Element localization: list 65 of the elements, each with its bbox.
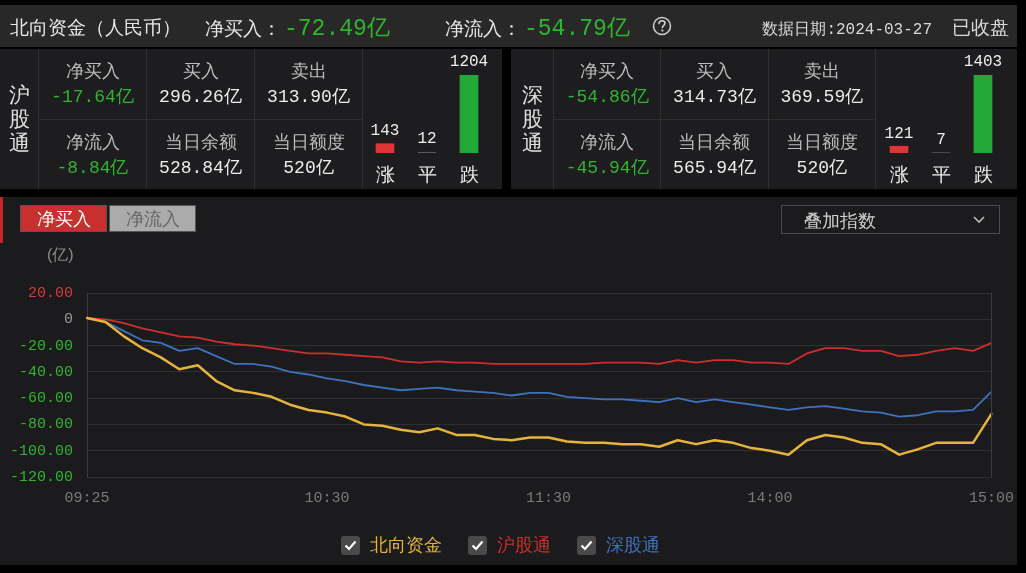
text: 当日额度: [785, 131, 858, 152]
dropdown-field: 叠加指数: [781, 205, 1000, 234]
x-tick-label: 15:00: [968, 489, 1014, 507]
x-tick-label: 跌: [973, 163, 993, 185]
y-tick-label: -100.00: [9, 442, 73, 460]
y-tick-label: -40.00: [18, 363, 73, 381]
text: 314.73亿: [673, 87, 756, 107]
data-label: 1204: [449, 53, 489, 72]
text: -8.84亿: [56, 157, 129, 178]
text: 369.59亿: [780, 87, 864, 107]
x-tick-label: 跌: [459, 163, 479, 185]
text: 520亿: [796, 157, 848, 178]
text: 数据日期:2024-03-27: [762, 20, 932, 40]
text: 净买入: [36, 207, 91, 231]
text: -72.49亿: [284, 15, 390, 43]
y-tick-label: 20.00: [27, 284, 73, 302]
text: 313.90亿: [267, 87, 350, 107]
y-tick-label: -120.00: [9, 468, 73, 486]
text: 北向资金（人民币）: [10, 16, 181, 40]
text: -45.94亿: [565, 157, 649, 178]
text: 卖出: [290, 61, 327, 81]
text: 当日额度: [272, 131, 345, 152]
text: 深股通: [605, 534, 660, 557]
x-tick-label: 平: [931, 163, 951, 185]
text: 565.94亿: [673, 157, 756, 178]
text: 当日余额: [164, 131, 237, 152]
text: 净流入: [65, 131, 120, 152]
text: -54.79亿: [524, 15, 630, 43]
text: 买入: [182, 61, 219, 81]
y-axis-title: (亿): [47, 245, 74, 265]
text: 深股通: [521, 83, 543, 155]
y-tick-label: -80.00: [18, 416, 73, 434]
text: 净买入: [580, 61, 635, 81]
data-label: 143: [370, 121, 400, 140]
text: 520亿: [283, 157, 334, 178]
x-tick-label: 14:00: [747, 489, 793, 507]
x-tick-label: 涨: [889, 163, 909, 185]
text: 北向资金: [369, 534, 442, 557]
text: 296.26亿: [159, 87, 242, 107]
text: 已收盘: [952, 16, 1009, 40]
y-tick-label: 0: [63, 311, 73, 329]
data-label: 12: [417, 130, 437, 149]
text: 净买入: [65, 61, 120, 81]
data-label: 1403: [963, 53, 1003, 72]
text: -17.64亿: [51, 87, 134, 107]
x-tick-label: 10:30: [304, 489, 350, 507]
x-tick-label: 平: [417, 163, 437, 185]
text: 沪股通: [496, 534, 551, 557]
text: 卖出: [803, 61, 840, 81]
text: 528.84亿: [159, 157, 242, 178]
x-tick-label: 09:25: [64, 489, 110, 507]
text: 沪股通: [8, 83, 30, 155]
x-tick-label: 11:30: [525, 489, 571, 507]
text: 净流入: [125, 207, 180, 231]
text: 净流入: [580, 131, 635, 152]
x-tick-label: 涨: [375, 163, 395, 185]
text: 买入: [696, 61, 733, 81]
text: -54.86亿: [565, 87, 649, 107]
text: 当日余额: [678, 131, 751, 152]
y-tick-label: -20.00: [18, 337, 73, 355]
data-label: 121: [884, 124, 914, 143]
data-label: 7: [936, 130, 946, 149]
text: 净流入：: [445, 17, 521, 41]
text: 净买入：: [205, 17, 281, 41]
y-tick-label: -60.00: [18, 390, 73, 408]
